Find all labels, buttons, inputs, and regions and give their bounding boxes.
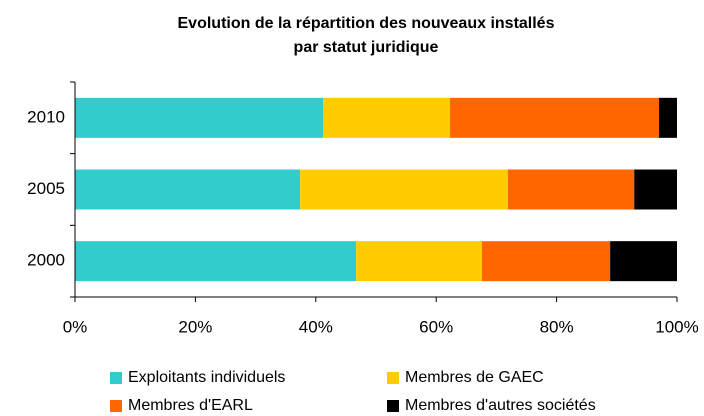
- bar-segment: [75, 169, 301, 210]
- bar-segment: [75, 241, 357, 282]
- legend-label: Membres de GAEC: [405, 369, 544, 386]
- bar-segment: [75, 97, 324, 138]
- legend-label: Membres d'autres sociétés: [405, 397, 596, 414]
- x-tick-label: 100%: [655, 317, 698, 336]
- bar-segment: [300, 169, 508, 210]
- y-tick-label: 2010: [27, 107, 65, 126]
- legend-swatch: [387, 400, 399, 412]
- legend-label: Membres d'EARL: [128, 397, 253, 414]
- bar-segment: [356, 241, 482, 282]
- x-tick-label: 20%: [178, 317, 212, 336]
- y-tick-label: 2000: [27, 251, 65, 270]
- chart-title: par statut juridique: [294, 39, 439, 56]
- legend-swatch: [110, 400, 122, 412]
- y-tick-label: 2005: [27, 179, 65, 198]
- bar-segment: [658, 97, 677, 138]
- bar-segment: [323, 97, 451, 138]
- x-tick-label: 80%: [540, 317, 574, 336]
- x-tick-label: 40%: [299, 317, 333, 336]
- bar-segment: [450, 97, 659, 138]
- legend-label: Exploitants individuels: [128, 369, 285, 386]
- bar-segment: [507, 169, 635, 210]
- x-tick-label: 60%: [419, 317, 453, 336]
- x-tick-label: 0%: [63, 317, 88, 336]
- bar-segment: [610, 241, 677, 282]
- legend-swatch: [387, 372, 399, 384]
- bar-segment: [481, 241, 611, 282]
- bar-segment: [634, 169, 677, 210]
- legend-swatch: [110, 372, 122, 384]
- chart-title: Evolution de la répartition des nouveaux…: [178, 15, 555, 32]
